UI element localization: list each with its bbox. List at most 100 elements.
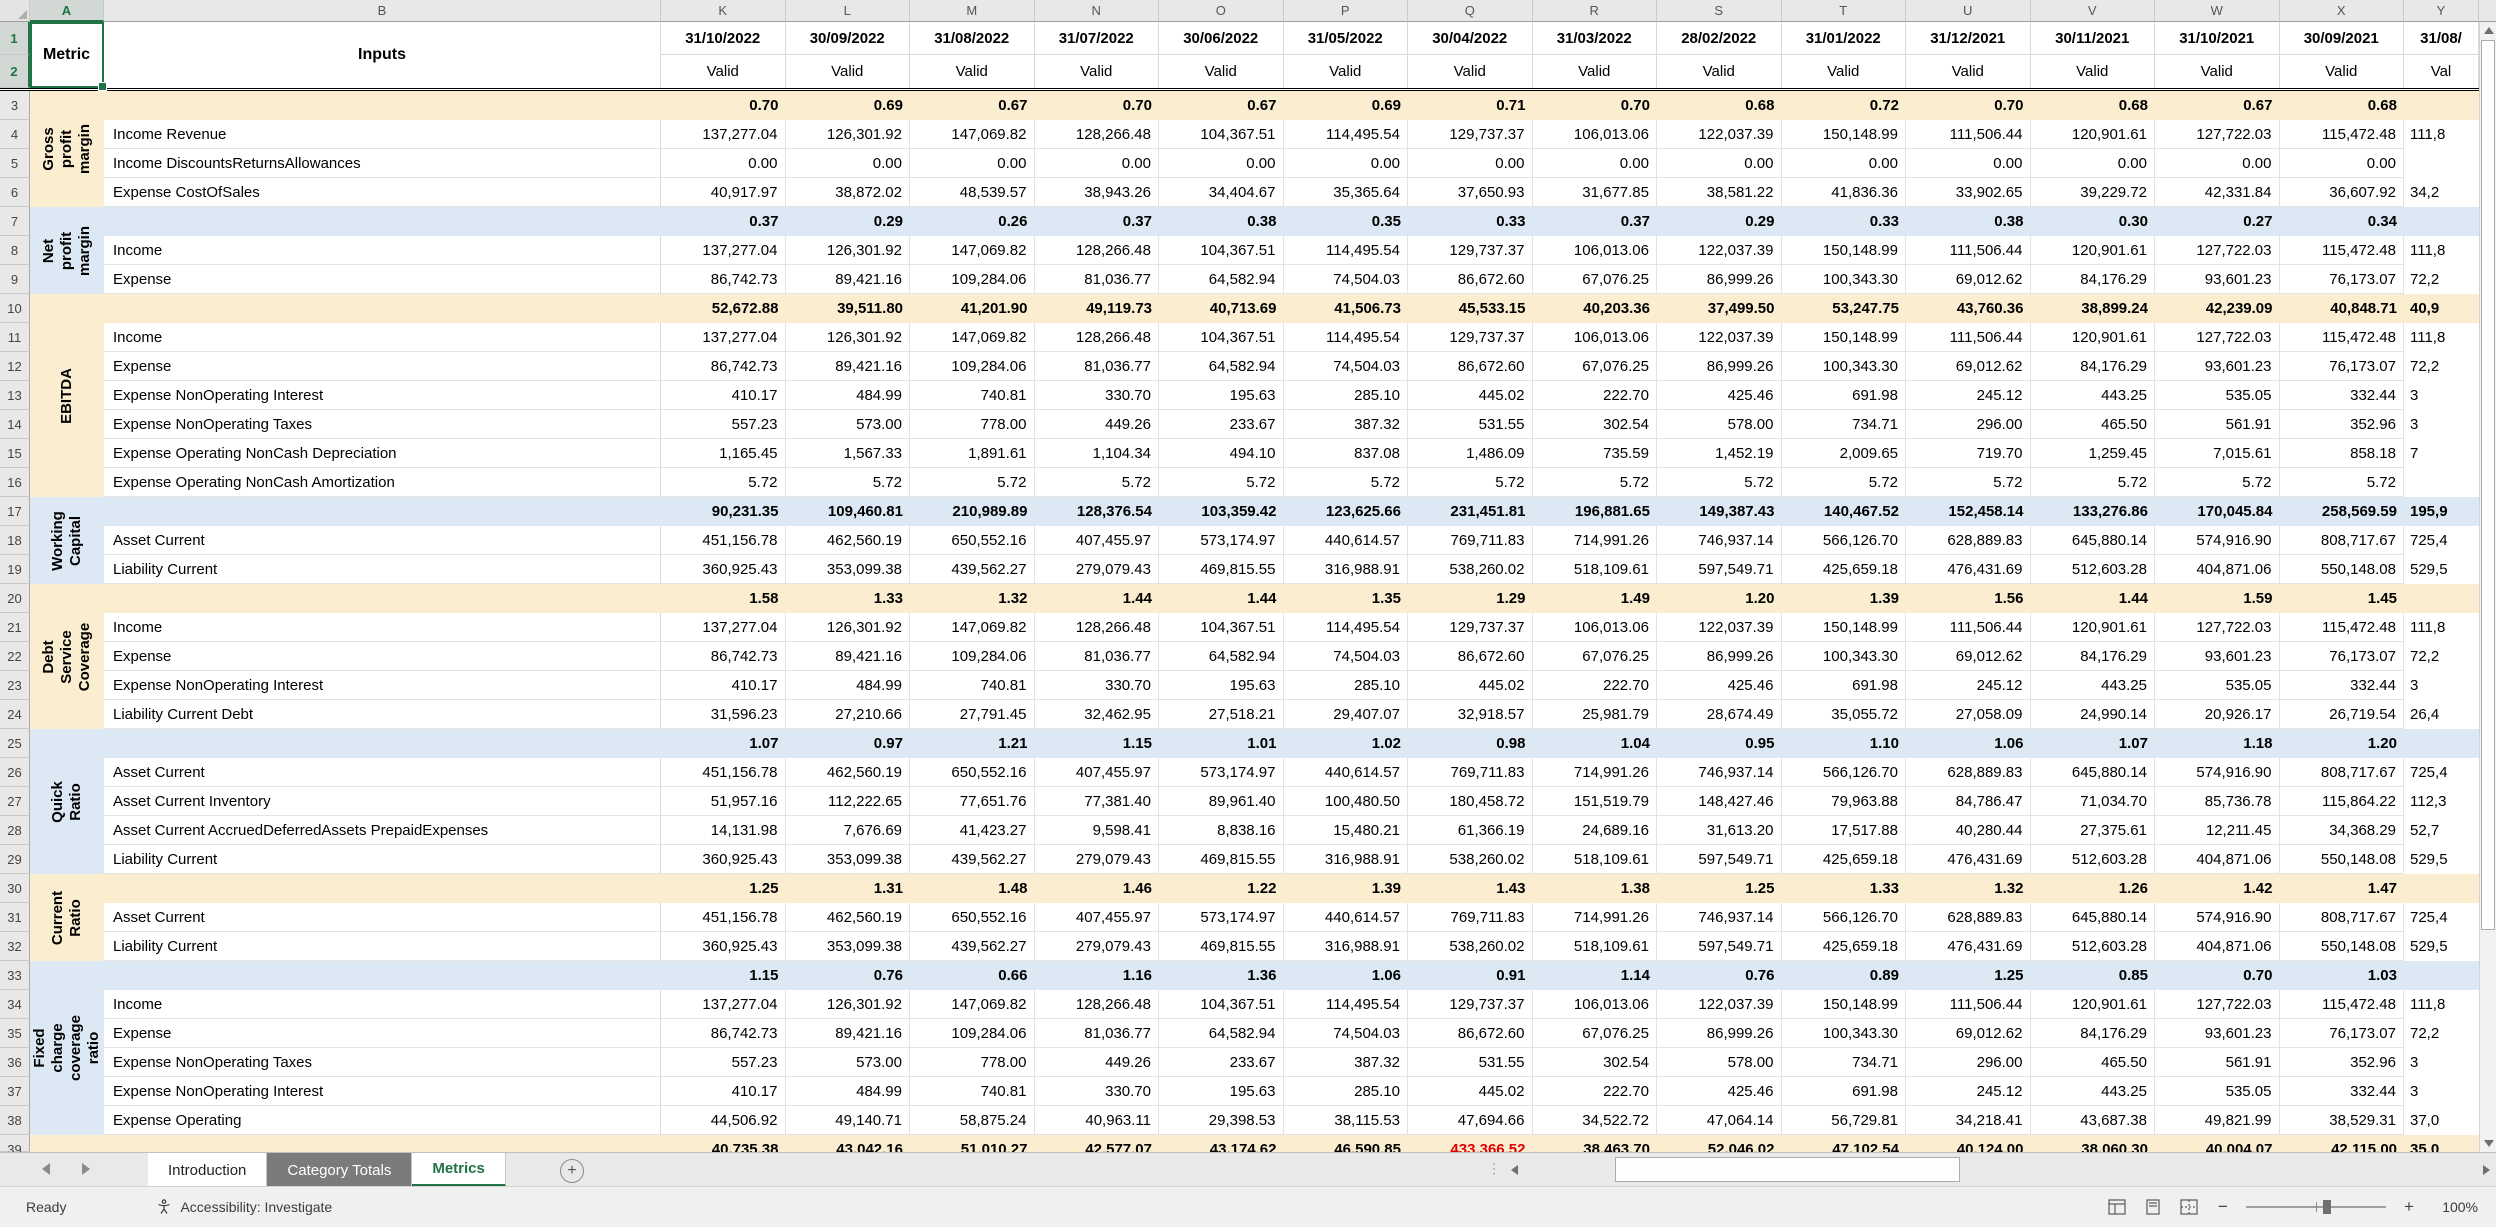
cell-R25[interactable]: 1.04 [1532,729,1657,758]
cell-V23[interactable]: 443.25 [2030,671,2155,700]
cell-A25[interactable] [30,729,104,758]
cell-N11[interactable]: 128,266.48 [1034,323,1159,352]
row-header-29[interactable]: 29 [0,845,30,874]
cell-L11[interactable]: 126,301.92 [785,323,910,352]
cell-X33[interactable]: 1.03 [2279,961,2404,990]
cell-V39[interactable]: 38,060.30 [2030,1135,2155,1152]
cell-P15[interactable]: 837.08 [1283,439,1408,468]
cell-M13[interactable]: 740.81 [910,381,1035,410]
horizontal-scroll-thumb[interactable] [1615,1157,1960,1182]
cell-U16[interactable]: 5.72 [1906,468,2031,497]
cell-R22[interactable]: 67,076.25 [1532,642,1657,671]
cell-L3[interactable]: 0.69 [785,91,910,120]
cell-R15[interactable]: 735.59 [1532,439,1657,468]
cell-L32[interactable]: 353,099.38 [785,932,910,961]
cell-K15[interactable]: 1,165.45 [661,439,786,468]
cell-X10[interactable]: 40,848.71 [2279,294,2404,323]
cell-B12[interactable]: Expense [104,352,661,381]
cell-M19[interactable]: 439,562.27 [910,555,1035,584]
cell-Y28[interactable]: 52,7 [2404,816,2479,845]
zoom-out-button[interactable]: − [2218,1197,2228,1216]
cell-T39[interactable]: 47,102.54 [1781,1135,1906,1152]
cell-Y32[interactable]: 529,5 [2404,932,2479,961]
cell-R3[interactable]: 0.70 [1532,91,1657,120]
zoom-in-button[interactable]: + [2404,1197,2414,1216]
cell-U38[interactable]: 34,218.41 [1906,1106,2031,1135]
cell-Y23[interactable]: 3 [2404,671,2479,700]
cell-S29[interactable]: 597,549.71 [1657,845,1782,874]
valid-status-W[interactable]: Valid [2155,55,2280,88]
cell-K35[interactable]: 86,742.73 [661,1019,786,1048]
cell-N27[interactable]: 77,381.40 [1034,787,1159,816]
cell-R14[interactable]: 302.54 [1532,410,1657,439]
cell-K9[interactable]: 86,742.73 [661,265,786,294]
cell-N33[interactable]: 1.16 [1034,961,1159,990]
cell-V5[interactable]: 0.00 [2030,149,2155,178]
cell-T5[interactable]: 0.00 [1781,149,1906,178]
cell-S34[interactable]: 122,037.39 [1657,990,1782,1019]
cell-W9[interactable]: 93,601.23 [2155,265,2280,294]
cell-M39[interactable]: 51,010.27 [910,1135,1035,1152]
cell-P16[interactable]: 5.72 [1283,468,1408,497]
cell-X6[interactable]: 36,607.92 [2279,178,2404,207]
cell-S38[interactable]: 47,064.14 [1657,1106,1782,1135]
row-header-13[interactable]: 13 [0,381,30,410]
cell-B38[interactable]: Expense Operating [104,1106,661,1135]
cell-A6[interactable] [30,178,104,207]
cell-W27[interactable]: 85,736.78 [2155,787,2280,816]
cell-M30[interactable]: 1.48 [910,874,1035,903]
cell-M15[interactable]: 1,891.61 [910,439,1035,468]
cell-X39[interactable]: 42,115.00 [2279,1135,2404,1152]
cell-O31[interactable]: 573,174.97 [1159,903,1284,932]
cell-Q10[interactable]: 45,533.15 [1408,294,1533,323]
cell-L15[interactable]: 1,567.33 [785,439,910,468]
cell-X37[interactable]: 332.44 [2279,1077,2404,1106]
row-header-21[interactable]: 21 [0,613,30,642]
cell-W28[interactable]: 12,211.45 [2155,816,2280,845]
date-header-Q[interactable]: 30/04/2022 [1408,22,1533,55]
cell-T4[interactable]: 150,148.99 [1781,120,1906,149]
cell-L38[interactable]: 49,140.71 [785,1106,910,1135]
cell-L22[interactable]: 89,421.16 [785,642,910,671]
cell-A21[interactable] [30,613,104,642]
cell-W19[interactable]: 404,871.06 [2155,555,2280,584]
zoom-slider[interactable] [2246,1199,2386,1215]
row-header-32[interactable]: 32 [0,932,30,961]
cell-B8[interactable]: Income [104,236,661,265]
cell-R29[interactable]: 518,109.61 [1532,845,1657,874]
cell-R24[interactable]: 25,981.79 [1532,700,1657,729]
cell-P19[interactable]: 316,988.91 [1283,555,1408,584]
cell-W33[interactable]: 0.70 [2155,961,2280,990]
date-header-T[interactable]: 31/01/2022 [1781,22,1906,55]
cell-M32[interactable]: 439,562.27 [910,932,1035,961]
cell-T21[interactable]: 150,148.99 [1781,613,1906,642]
cell-W29[interactable]: 404,871.06 [2155,845,2280,874]
cell-K5[interactable]: 0.00 [661,149,786,178]
cell-X36[interactable]: 352.96 [2279,1048,2404,1077]
cell-B16[interactable]: Expense Operating NonCash Amortization [104,468,661,497]
cell-N16[interactable]: 5.72 [1034,468,1159,497]
normal-view-icon[interactable] [2106,1197,2128,1217]
column-header-Y[interactable]: Y [2404,0,2479,22]
cell-Y35[interactable]: 72,2 [2404,1019,2479,1048]
cell-N35[interactable]: 81,036.77 [1034,1019,1159,1048]
date-header-U[interactable]: 31/12/2021 [1906,22,2031,55]
row-header-16[interactable]: 16 [0,468,30,497]
cell-U27[interactable]: 84,786.47 [1906,787,2031,816]
cell-L14[interactable]: 573.00 [785,410,910,439]
cell-O32[interactable]: 469,815.55 [1159,932,1284,961]
cell-Y19[interactable]: 529,5 [2404,555,2479,584]
cell-M21[interactable]: 147,069.82 [910,613,1035,642]
cell-W23[interactable]: 535.05 [2155,671,2280,700]
cell-P23[interactable]: 285.10 [1283,671,1408,700]
row-header-6[interactable]: 6 [0,178,30,207]
cell-Q27[interactable]: 180,458.72 [1408,787,1533,816]
cell-U36[interactable]: 296.00 [1906,1048,2031,1077]
cell-U32[interactable]: 476,431.69 [1906,932,2031,961]
cell-Q17[interactable]: 231,451.81 [1408,497,1533,526]
cell-O5[interactable]: 0.00 [1159,149,1284,178]
date-header-N[interactable]: 31/07/2022 [1034,22,1159,55]
cell-M31[interactable]: 650,552.16 [910,903,1035,932]
cell-O36[interactable]: 233.67 [1159,1048,1284,1077]
cell-O30[interactable]: 1.22 [1159,874,1284,903]
